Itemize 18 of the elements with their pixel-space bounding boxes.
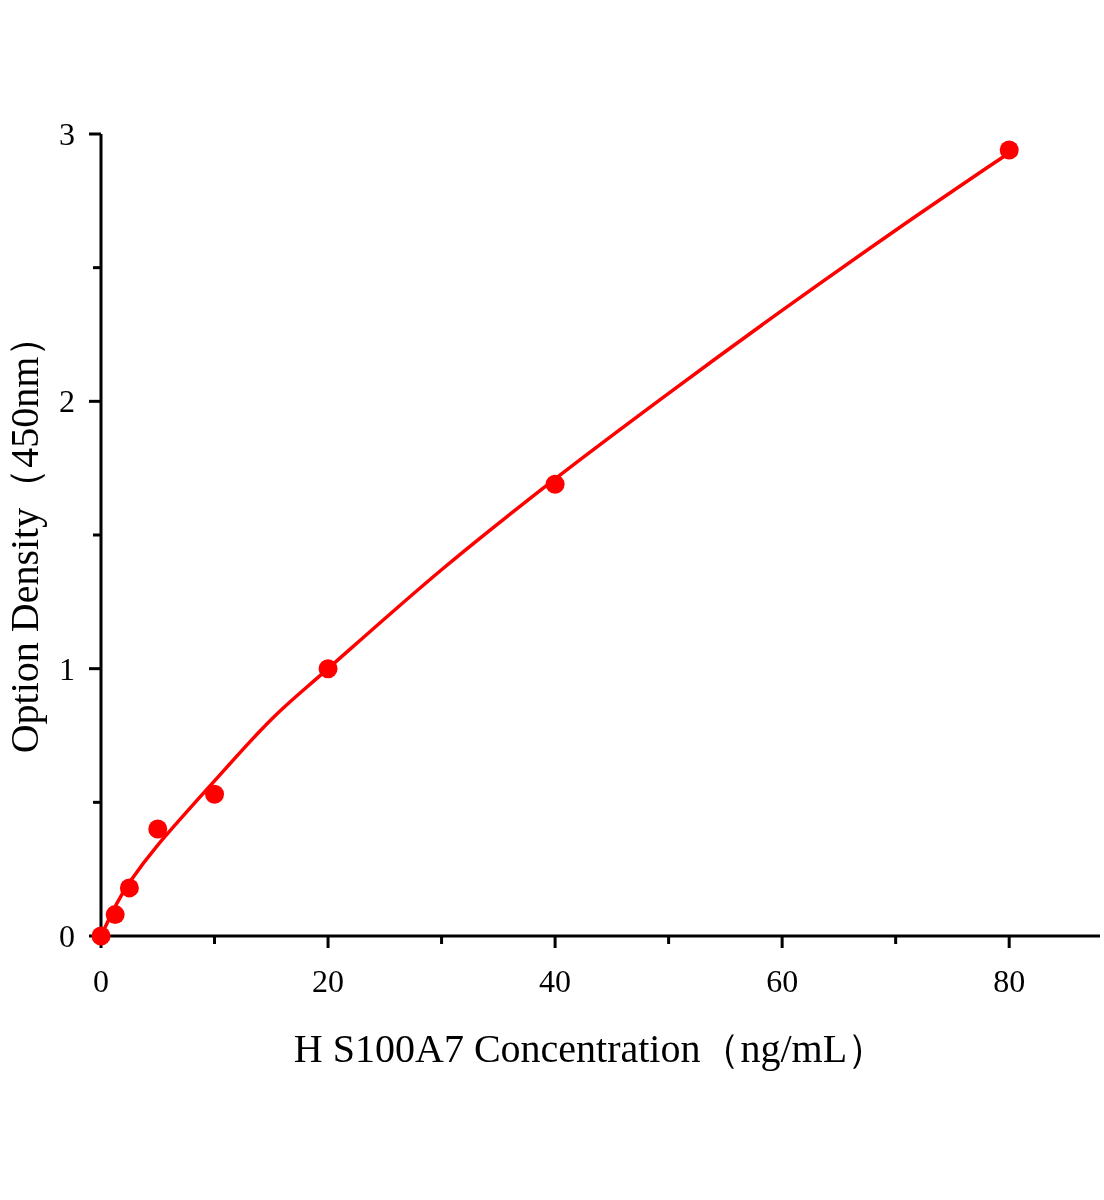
x-tick-label: 60 (766, 963, 799, 999)
y-tick-label: 0 (59, 918, 75, 954)
point (119, 878, 139, 898)
point (999, 140, 1019, 160)
y-tick-label: 1 (59, 650, 75, 687)
x-tick-label: 0 (93, 963, 109, 999)
y-tick-label: 3 (59, 116, 75, 152)
x-tick-label: 80 (993, 963, 1026, 999)
x-tick-label: 20 (312, 963, 345, 999)
y-tick-label: 2 (59, 383, 75, 420)
point (205, 784, 225, 804)
point (148, 819, 168, 839)
point (318, 659, 338, 679)
x-tick-label: 40 (539, 963, 572, 999)
point (105, 905, 125, 925)
y-axis-title: Option Density（450nm） (2, 316, 47, 754)
point (545, 474, 565, 494)
x-axis-title: H S100A7 Concentration（ng/mL） (293, 1026, 888, 1071)
